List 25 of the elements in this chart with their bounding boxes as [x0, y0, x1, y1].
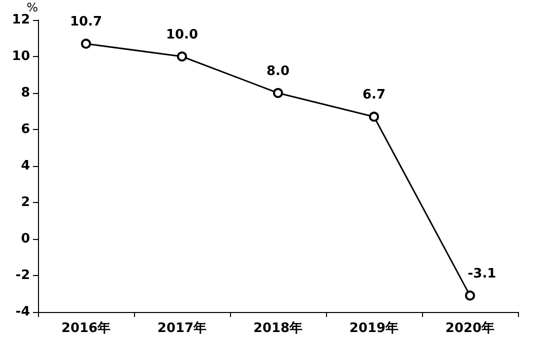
y-tick-label: 8: [20, 86, 30, 100]
data-label: 10.0: [166, 28, 198, 42]
x-tick-label: 2017年: [157, 321, 207, 336]
y-tick-label: 10: [12, 49, 30, 64]
data-label: 10.7: [70, 14, 102, 30]
x-tick-label: 2019年: [349, 321, 399, 336]
data-label: 8.0: [266, 64, 290, 79]
y-tick-label: -4: [16, 304, 30, 320]
x-tick-label: 2018年: [253, 321, 303, 336]
y-axis-title: %: [26, 0, 38, 15]
point: [369, 112, 379, 122]
data-label: 6.7: [362, 88, 386, 103]
point: [177, 52, 187, 62]
data-label: -3.1: [468, 266, 496, 282]
y-tick-label: 6: [20, 122, 30, 137]
point: [273, 88, 283, 98]
y-tick-label: -2: [16, 268, 30, 283]
y-tick-label: 2: [20, 195, 30, 210]
y-tick-label: 12: [12, 12, 30, 28]
x-tick-label: 2020年: [445, 321, 495, 336]
x-tick-label: 2016年: [61, 321, 111, 336]
y-tick-label: 4: [20, 158, 30, 174]
y-tick-label: 0: [20, 232, 30, 246]
point: [81, 38, 91, 49]
point: [465, 290, 475, 301]
